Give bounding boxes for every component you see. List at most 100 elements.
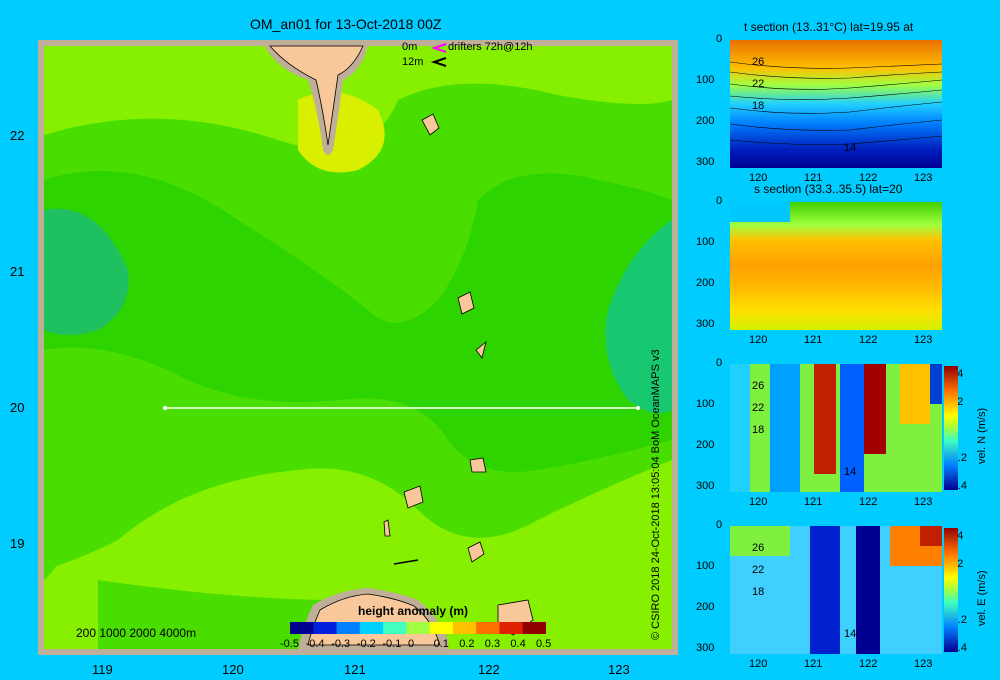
section-depth-tick: 300 xyxy=(696,156,715,168)
drifter-depth-0m: 0m xyxy=(402,41,418,53)
colorbar-tick-label: -0.5 xyxy=(280,638,299,650)
contour-label: 26 xyxy=(752,56,765,68)
colorbar-tick-label: -0.2 xyxy=(356,638,376,650)
colorbar-swatch xyxy=(476,622,500,634)
colorbar-swatch xyxy=(359,622,384,634)
colorbar-tick-label: 0 xyxy=(408,638,415,650)
section-lon-tick: 120 xyxy=(749,172,768,184)
section-depth-tick: 100 xyxy=(696,236,715,248)
colorbar-tick-label: 0.3 xyxy=(484,638,501,650)
colorbar-tick-label: -0.1 xyxy=(382,638,402,650)
colorbar-tick-label: 0.1 xyxy=(433,638,449,650)
colorbar xyxy=(290,622,546,634)
section-lon-tick: 120 xyxy=(749,496,768,508)
lat-label-21: 21 xyxy=(10,264,25,279)
map-title: OM_an01 for 13-Oct-2018 00Z xyxy=(250,16,442,32)
section-lon-tick: 123 xyxy=(914,334,933,346)
lon-label-120: 120 xyxy=(222,662,244,677)
colorbar-swatch xyxy=(499,622,524,634)
velocity-north-section xyxy=(730,364,942,492)
section-lon-tick: 122 xyxy=(859,172,878,184)
contour-label: 22 xyxy=(752,402,765,414)
section-start-marker xyxy=(163,406,167,410)
lon-label-119: 119 xyxy=(92,662,113,677)
drifter-depth-12m: 12m xyxy=(402,56,424,68)
section-lon-tick: 123 xyxy=(914,496,933,508)
contour-label: 18 xyxy=(752,424,765,436)
colorbar-tick-label: 0.4 xyxy=(510,638,526,650)
section-lon-tick: 121 xyxy=(804,496,823,508)
section-depth-tick: 0 xyxy=(716,195,723,207)
contour-label: 26 xyxy=(752,542,765,554)
contour-label: 14 xyxy=(844,466,857,478)
colorbar-swatch xyxy=(313,622,338,634)
contour-label: 18 xyxy=(752,100,765,112)
velocity-east-colorbar xyxy=(944,528,958,652)
velocity-north-colorbar xyxy=(944,366,958,490)
section-lon-tick: 121 xyxy=(804,658,823,670)
contour-label: 14 xyxy=(844,142,857,154)
drifter-arrow-icon xyxy=(430,43,447,67)
section-depth-tick: 100 xyxy=(696,74,715,86)
section-depth-tick: 200 xyxy=(696,601,715,613)
section-lon-tick: 121 xyxy=(804,172,823,184)
lon-label-122: 122 xyxy=(478,662,500,677)
contour-label: 22 xyxy=(752,564,765,576)
contour-label: 22 xyxy=(752,78,765,90)
section-lon-tick: 120 xyxy=(749,334,768,346)
lon-label-123: 123 xyxy=(608,662,630,677)
section-depth-tick: 100 xyxy=(696,398,715,410)
section-lon-tick: 122 xyxy=(859,334,878,346)
contour-label: 14 xyxy=(844,628,857,640)
section-depth-tick: 200 xyxy=(696,439,715,451)
colorbar-tick-label: -0.3 xyxy=(331,638,351,650)
island-line xyxy=(393,559,419,565)
section-end-marker xyxy=(636,406,640,410)
section-depth-tick: 0 xyxy=(716,357,723,369)
section-lon-tick: 123 xyxy=(914,172,933,184)
colorbar-swatch xyxy=(522,622,546,634)
colorbar-ticks: -0.5 -0.4 -0.3 -0.2 -0.1 0 0.1 0.2 0.3 0.4 0.5 xyxy=(280,638,560,652)
velocity-east-section xyxy=(730,526,942,654)
section-depth-tick: 200 xyxy=(696,277,715,289)
drifter-label: drifters 72h@12h xyxy=(448,41,533,53)
section-depth-tick: 200 xyxy=(696,115,715,127)
section-depth-tick: 0 xyxy=(716,519,723,531)
colorbar-tick-label: -0.4 xyxy=(305,638,325,650)
section-depth-tick: 100 xyxy=(696,560,715,572)
field-regions xyxy=(44,46,672,649)
section-depth-tick: 300 xyxy=(696,480,715,492)
velocity-colorbar-label: vel. E (m/s) xyxy=(976,570,988,626)
colorbar-swatch xyxy=(406,622,431,634)
section-lon-tick: 120 xyxy=(749,658,768,670)
colorbar-tick-label: 0.2 xyxy=(459,638,475,650)
lat-label-20: 20 xyxy=(10,400,25,415)
velocity-colorbar-label: vel. N (m/s) xyxy=(976,407,988,464)
colorbar-swatch xyxy=(290,622,314,634)
credit-text: © CSIRO 2018 24-Oct-2018 13:05:04 BoM Oc… xyxy=(650,349,662,640)
lat-label-22: 22 xyxy=(10,128,25,143)
colorbar-tick-label: 0.5 xyxy=(536,638,552,650)
contour-label: 26 xyxy=(752,380,765,392)
section-title: s section (33.3..35.5) lat=20 xyxy=(754,182,903,196)
colorbar-swatch xyxy=(429,622,454,634)
depth-legend: 200 1000 2000 4000m xyxy=(76,626,197,640)
section-lon-tick: 123 xyxy=(914,658,933,670)
height-anomaly-map xyxy=(38,40,678,655)
section-lon-tick: 121 xyxy=(804,334,823,346)
colorbar-swatch xyxy=(452,622,477,634)
salinity-section xyxy=(730,202,942,330)
section-title: t section (13..31°C) lat=19.95 at xyxy=(744,20,914,34)
colorbar-swatch xyxy=(383,622,407,634)
section-depth-tick: 300 xyxy=(696,318,715,330)
colorbar-swatch xyxy=(336,622,361,634)
section-depth-tick: 300 xyxy=(696,642,715,654)
contour-label: 18 xyxy=(752,586,765,598)
lon-label-121: 121 xyxy=(344,662,366,677)
temperature-section xyxy=(730,40,942,168)
colorbar-title: height anomaly (m) xyxy=(358,604,469,618)
section-depth-tick: 0 xyxy=(716,33,723,45)
lat-label-19: 19 xyxy=(10,536,25,551)
section-lon-tick: 122 xyxy=(859,658,878,670)
section-lon-tick: 122 xyxy=(859,496,878,508)
